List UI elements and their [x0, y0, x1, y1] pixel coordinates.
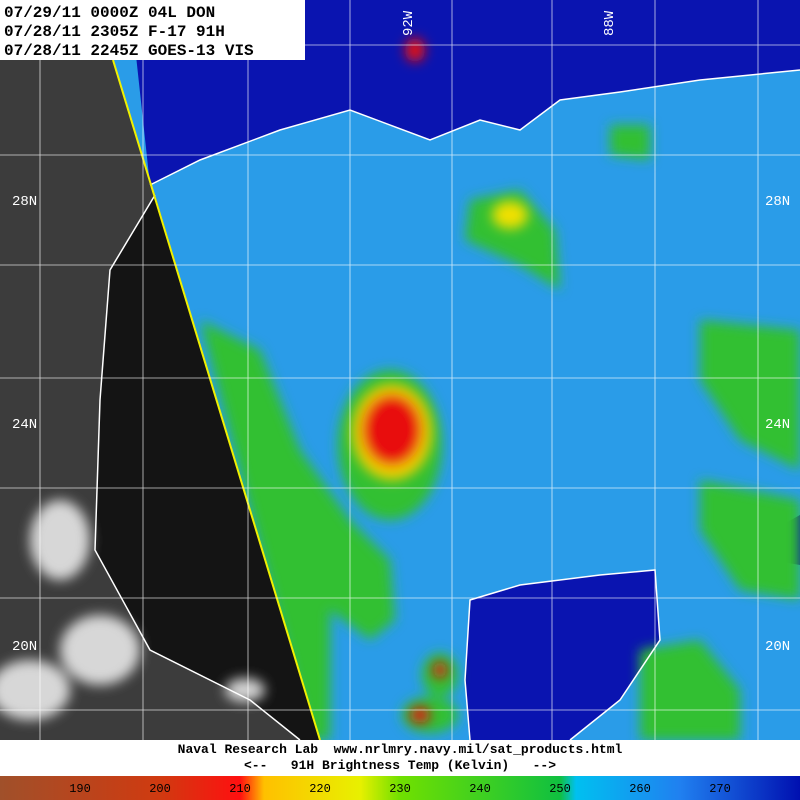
colorbar-label: 250 [549, 782, 571, 796]
colorbar-label: 230 [389, 782, 411, 796]
header-line: 07/29/11 0000Z 04L DON [4, 4, 215, 22]
footer [0, 740, 800, 776]
lon-label: 88W [602, 10, 618, 36]
colorbar-label: 200 [149, 782, 171, 796]
colorbar [0, 776, 800, 800]
colorbar-label: 210 [229, 782, 251, 796]
header-box [0, 0, 305, 60]
caption: <-- 91H Brightness Temp (Kelvin) --> [244, 758, 556, 773]
lat-label: 24N [765, 417, 790, 433]
colorbar-label: 260 [629, 782, 651, 796]
lon-label: 92W [401, 10, 417, 36]
lat-label: 20N [12, 639, 37, 655]
graticule [0, 0, 800, 740]
colorbar-ticks: 190 200 210 220 230 240 250 260 270 [69, 782, 731, 796]
credit: Naval Research Lab www.nrlmry.navy.mil/s… [178, 742, 623, 757]
lat-label: 24N [12, 417, 37, 433]
colorbar-label: 190 [69, 782, 91, 796]
colorbar-label: 240 [469, 782, 491, 796]
header-line: 07/28/11 2305Z F-17 91H [4, 23, 225, 41]
colorbar-label: 270 [709, 782, 731, 796]
header-line: 07/28/11 2245Z GOES-13 VIS [4, 42, 254, 60]
lat-label: 28N [765, 194, 790, 210]
lat-label: 28N [12, 194, 37, 210]
imagery [0, 0, 800, 741]
colorbar-label: 220 [309, 782, 331, 796]
lat-label: 20N [765, 639, 790, 655]
